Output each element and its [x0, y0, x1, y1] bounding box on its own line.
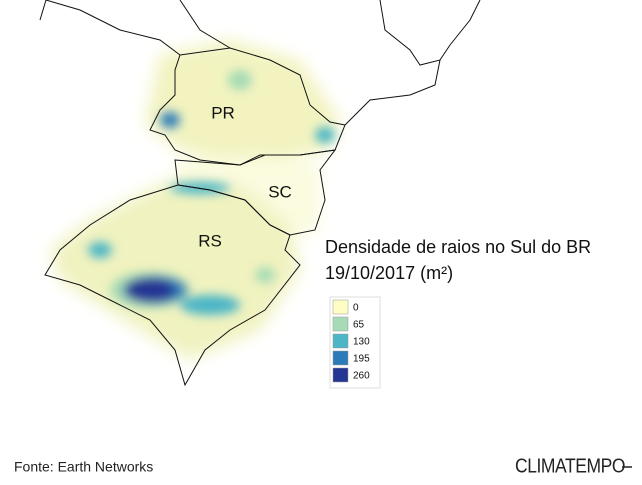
- legend-label: 130: [353, 337, 370, 348]
- legend-label: 195: [353, 354, 370, 365]
- legend-label: 260: [353, 371, 370, 382]
- legend-swatch: [332, 299, 349, 315]
- density-field: [50, 40, 340, 360]
- logo: CLIMATEMPO: [515, 455, 625, 477]
- legend-swatch: [332, 316, 349, 332]
- region-label: PR: [211, 103, 235, 122]
- region-label: RS: [198, 231, 222, 250]
- legend-label: 65: [353, 320, 365, 331]
- legend-swatch: [332, 367, 349, 383]
- source: Fonte: Earth Networks: [14, 459, 153, 475]
- subtitle: 19/10/2017 (m²): [325, 263, 453, 283]
- legend-swatch: [332, 350, 349, 366]
- title: Densidade de raios no Sul do BR: [325, 237, 591, 257]
- density-hotspots: [88, 70, 335, 315]
- legend-swatch: [332, 333, 349, 349]
- legend-label: 0: [353, 303, 359, 314]
- borders: [39, 0, 481, 387]
- legend: 0 65 130 195 260: [332, 299, 370, 383]
- region-label: SC: [268, 182, 292, 201]
